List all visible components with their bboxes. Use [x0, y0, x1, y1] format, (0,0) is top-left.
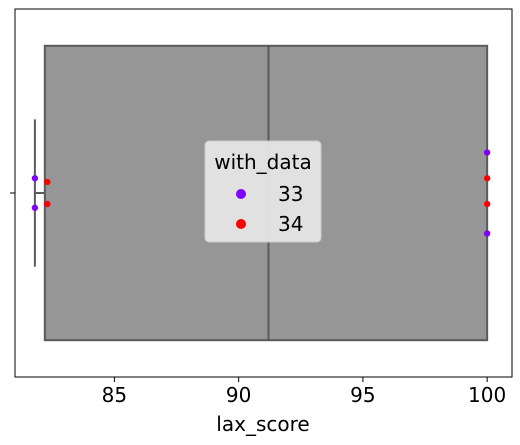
- data-point-34: [44, 178, 51, 186]
- legend-marker-33: [236, 189, 246, 199]
- x-axis: 85 90 95 100: [102, 377, 506, 407]
- x-tick-label: 90: [226, 383, 251, 407]
- data-point-34: [483, 200, 491, 208]
- x-tick-label: 100: [468, 383, 506, 407]
- data-point-33: [31, 204, 39, 211]
- legend-title: with_data: [214, 150, 311, 174]
- x-tick-label: 95: [350, 383, 375, 407]
- x-tick-label: 85: [102, 383, 127, 407]
- x-axis-label: lax_score: [216, 412, 309, 436]
- data-point-33: [31, 175, 39, 182]
- legend: with_data 33 34: [204, 140, 322, 243]
- points-layer: [31, 149, 491, 237]
- data-point-34: [44, 200, 51, 208]
- legend-box: [204, 140, 322, 243]
- legend-label-33: 33: [278, 182, 303, 206]
- data-point-33: [483, 230, 491, 237]
- data-point-34: [483, 175, 491, 182]
- legend-label-34: 34: [278, 212, 303, 236]
- legend-marker-34: [236, 219, 246, 229]
- data-point-33: [483, 149, 491, 156]
